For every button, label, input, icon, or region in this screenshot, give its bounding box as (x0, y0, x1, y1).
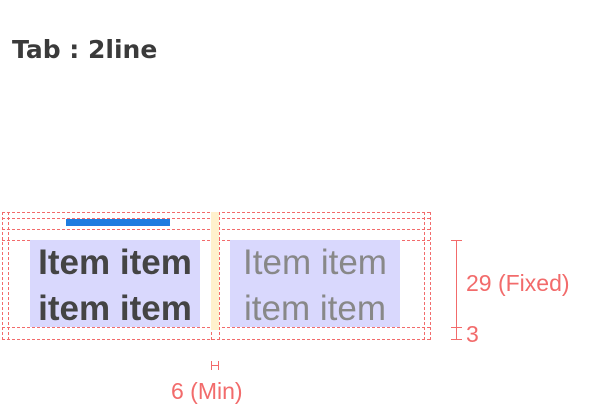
divider-gap-dim-line (211, 365, 219, 366)
text-height-label: 29 (Fixed) (466, 270, 570, 296)
bottom-padding-label: 3 (466, 321, 479, 347)
tab-selected-line1: Item item (38, 243, 192, 282)
text-height-dim-line (456, 240, 457, 327)
text-height-dim-tick-top (451, 240, 462, 241)
tab-unselected-line1: Item item (243, 243, 387, 282)
guide-right-outer (430, 212, 431, 340)
bottom-padding-dim-tick-bottom (451, 339, 462, 340)
guide-right-inner (424, 212, 425, 340)
tab-selected-line2: item item (38, 289, 192, 327)
tab-divider-area (211, 212, 219, 330)
tab-unselected-line2: item item (244, 289, 386, 327)
tab-unselected-label[interactable]: Item item item item (230, 240, 400, 327)
tab-selected-label[interactable]: Item item item item (30, 240, 200, 327)
guide-left-outer (2, 212, 3, 340)
divider-gap-dim-tick-right (218, 361, 219, 370)
divider-gap-dim-tick-left (211, 361, 212, 370)
guide-divider-right (219, 212, 220, 340)
divider-gap-label: 6 (Min) (171, 378, 243, 404)
selected-tab-indicator (66, 219, 170, 226)
page-title: Tab : 2line (12, 35, 158, 64)
bottom-padding-dim-line (456, 327, 457, 339)
guide-bottom (2, 339, 430, 340)
guide-left-inner (8, 212, 9, 340)
